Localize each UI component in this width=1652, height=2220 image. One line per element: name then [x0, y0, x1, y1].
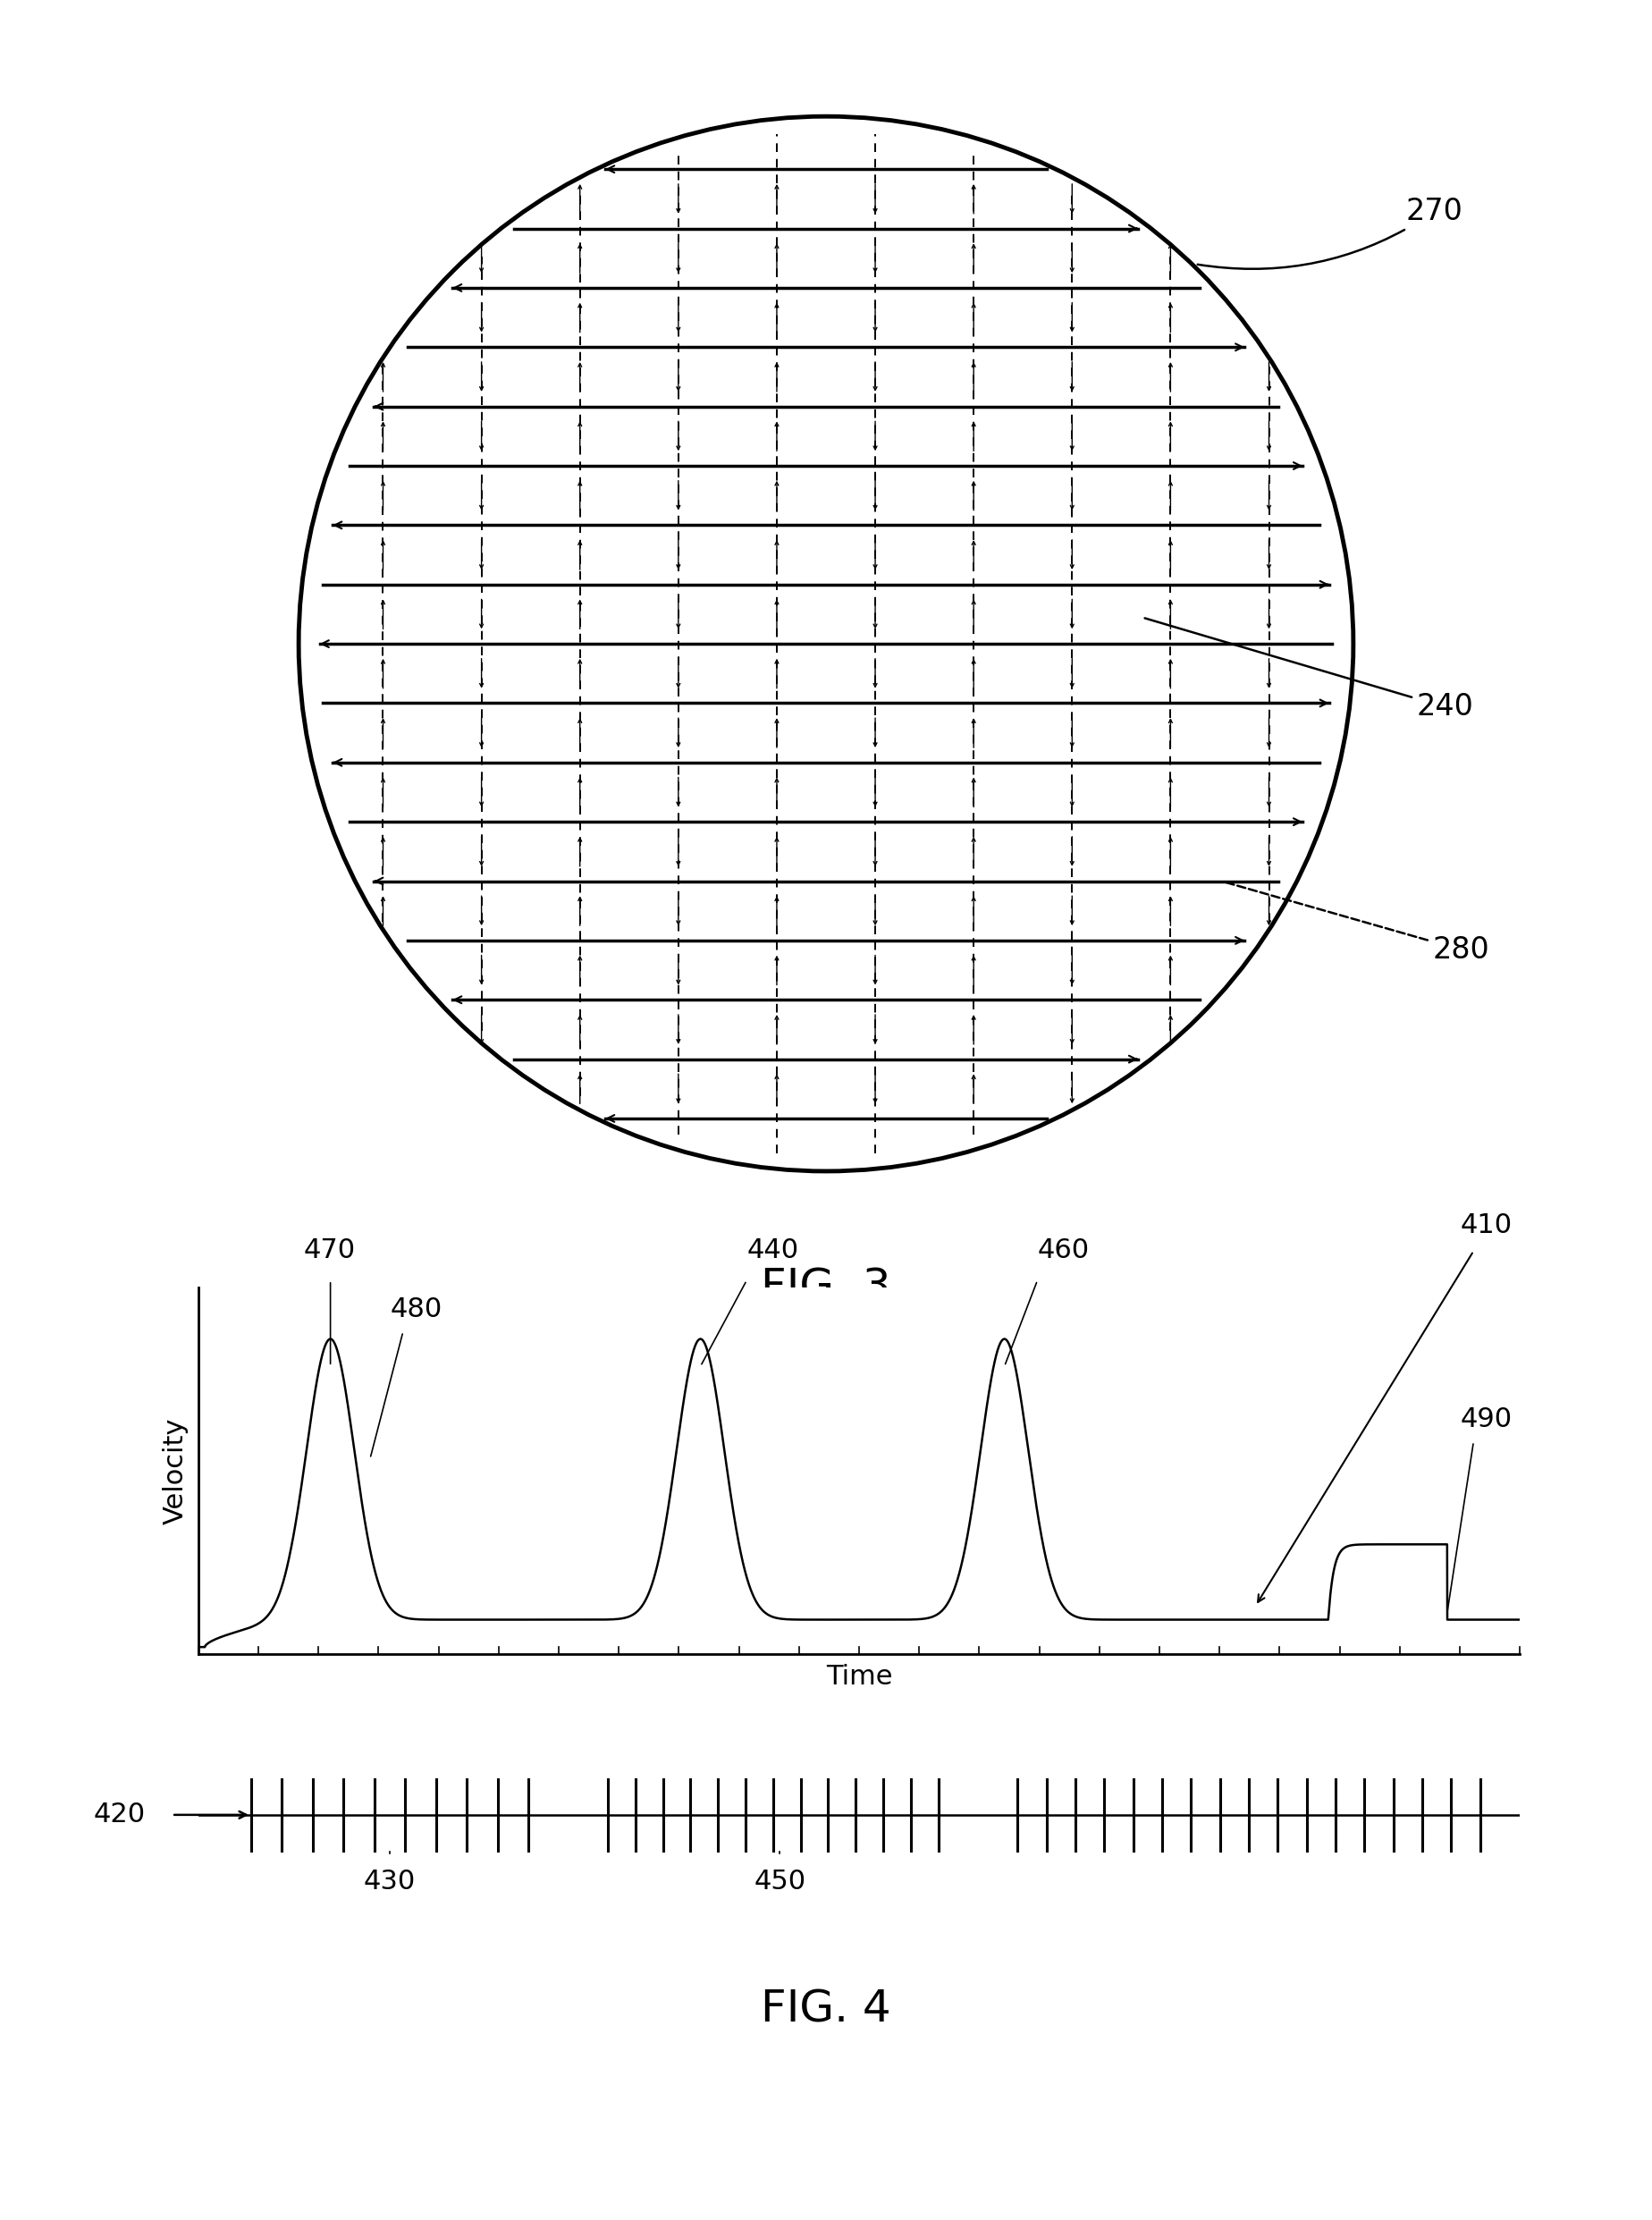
X-axis label: Time: Time	[826, 1663, 892, 1689]
Y-axis label: Velocity: Velocity	[162, 1416, 188, 1525]
Text: 440: 440	[747, 1239, 798, 1263]
Text: 240: 240	[1145, 617, 1474, 722]
Text: 420: 420	[94, 1803, 145, 1827]
Text: 430: 430	[363, 1869, 416, 1894]
Text: 270: 270	[1198, 198, 1464, 269]
Text: 460: 460	[1037, 1239, 1089, 1263]
Text: 450: 450	[753, 1869, 806, 1894]
Text: 280: 280	[1224, 881, 1490, 963]
Text: FIG. 4: FIG. 4	[762, 1987, 890, 2031]
Text: 410: 410	[1460, 1212, 1512, 1239]
Text: FIG. 3: FIG. 3	[762, 1265, 890, 1310]
Text: 490: 490	[1460, 1405, 1512, 1432]
Text: 480: 480	[390, 1296, 443, 1323]
Text: 470: 470	[304, 1239, 355, 1263]
